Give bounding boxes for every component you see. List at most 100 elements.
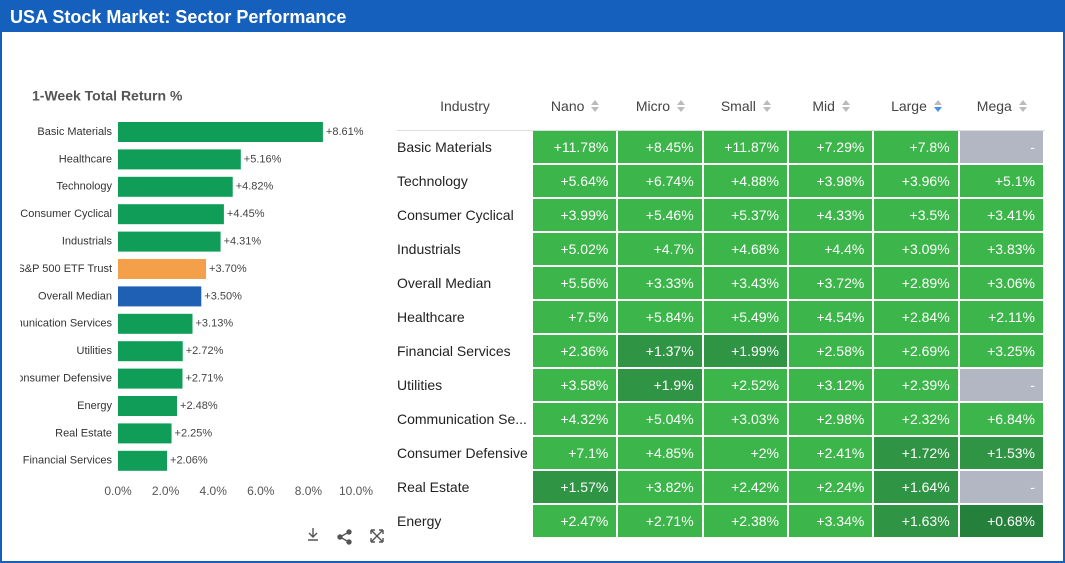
value-cell: +3.72%	[788, 267, 875, 301]
chart-title: 1-Week Total Return %	[32, 88, 183, 104]
value-cell: +5.49%	[703, 301, 789, 335]
value-cell: +11.78%	[533, 131, 619, 165]
column-header[interactable]: Mega	[960, 82, 1045, 130]
column-name: Mega	[976, 98, 1012, 114]
category-labels: Basic Materials Healthcare Technology Consu…	[9, 126, 113, 467]
y-tick-label: S&P 500 ETF Trust	[17, 263, 112, 275]
y-tick-label: Energy	[77, 400, 112, 412]
x-tick-label: 0.0%	[104, 484, 132, 498]
x-tick-label: 8.0%	[295, 484, 323, 498]
bar	[118, 259, 207, 279]
value-cell: +3.99%	[533, 199, 619, 233]
value-cell: +7.29%	[788, 131, 875, 165]
x-tick-label: 2.0%	[152, 484, 180, 498]
table-row: Real Estate +1.57% +3.82% +2.42% +2.24% +1.64…	[397, 471, 1045, 505]
industry-cell: Energy	[397, 505, 533, 539]
sort-icon[interactable]	[1018, 99, 1028, 113]
share-icon[interactable]	[337, 529, 352, 545]
x-tick-label: 4.0%	[200, 484, 228, 498]
value-cell: +5.02%	[533, 233, 619, 267]
value-label: +2.72%	[186, 345, 224, 357]
value-cell: +1.53%	[959, 437, 1045, 471]
bar	[118, 286, 202, 307]
column-name: Small	[720, 98, 756, 114]
column-header[interactable]: Mid	[789, 82, 874, 130]
y-tick-label: Consumer Defensive	[9, 373, 112, 385]
value-label: +4.45%	[227, 208, 265, 220]
value-cell: +7.5%	[533, 301, 619, 335]
value-cell: -	[959, 369, 1045, 403]
y-tick-label: Healthcare	[59, 153, 112, 165]
industry-cell: Industrials	[397, 233, 533, 267]
value-cell: +1.64%	[874, 471, 960, 505]
bar	[118, 122, 323, 142]
table-row: Healthcare +7.5% +5.84% +5.49% +4.54% +2.84% +…	[397, 301, 1045, 335]
value-cell: +3.33%	[618, 267, 704, 301]
column-header: Industry	[397, 82, 533, 130]
value-cell: +2.41%	[788, 437, 875, 471]
industry-cell: Basic Materials	[397, 131, 533, 165]
sort-icon[interactable]	[841, 99, 851, 113]
bar	[118, 313, 193, 334]
value-label: +2.71%	[185, 373, 223, 385]
y-tick-label: Utilities	[77, 345, 113, 357]
value-cell: +3.5%	[874, 199, 960, 233]
value-cell: +5.84%	[618, 301, 704, 335]
value-cell: -	[959, 131, 1045, 165]
value-cell: +7.1%	[533, 437, 619, 471]
value-label: +2.25%	[175, 427, 213, 439]
value-cell: +7.8%	[874, 131, 960, 165]
value-cell: +5.56%	[533, 267, 619, 301]
value-label: +3.70%	[209, 263, 247, 275]
value-label: +4.82%	[236, 181, 274, 193]
value-cell: -	[959, 471, 1045, 505]
value-cell: +1.99%	[703, 335, 789, 369]
value-cell: +2.11%	[959, 301, 1045, 335]
y-tick-label: Real Estate	[55, 427, 112, 439]
column-header[interactable]: Nano	[533, 82, 618, 130]
value-label: +3.13%	[195, 318, 233, 330]
bar	[118, 450, 168, 471]
x-tick-label: 6.0%	[247, 484, 275, 498]
column-name: Mid	[812, 98, 835, 114]
sort-icon[interactable]	[762, 99, 772, 113]
table-row: Consumer Cyclical +3.99% +5.46% +5.37% +4.33…	[397, 199, 1045, 233]
sort-icon[interactable]	[590, 99, 600, 113]
value-cell: +2.98%	[788, 403, 875, 437]
value-cell: +3.12%	[788, 369, 875, 403]
sort-icon[interactable]	[676, 99, 686, 113]
column-header[interactable]: Small	[704, 82, 789, 130]
value-cell: +5.46%	[618, 199, 704, 233]
value-label: +5.16%	[244, 153, 282, 165]
value-cell: +3.83%	[959, 233, 1045, 267]
column-name: Micro	[635, 98, 671, 114]
download-icon[interactable]	[308, 528, 318, 541]
industry-cell: Consumer Cyclical	[397, 199, 533, 233]
value-cell: +4.4%	[788, 233, 875, 267]
x-tick-label: 10.0%	[339, 484, 373, 498]
value-cell: +4.68%	[703, 233, 789, 267]
sort-icon[interactable]	[933, 99, 943, 113]
industry-cell: Utilities	[397, 369, 533, 403]
value-cell: +3.09%	[874, 233, 960, 267]
value-cell: +2.36%	[533, 335, 619, 369]
column-header[interactable]: Micro	[618, 82, 703, 130]
toolbar[interactable]	[308, 528, 384, 545]
value-cell: +3.82%	[618, 471, 704, 505]
value-label: +8.61%	[326, 126, 364, 138]
expand-icon[interactable]	[370, 529, 384, 543]
value-cell: +4.32%	[533, 403, 619, 437]
value-cell: +8.45%	[618, 131, 704, 165]
value-label: +4.31%	[224, 236, 262, 248]
y-tick-label: Basic Materials	[37, 126, 112, 138]
value-cell: +4.7%	[618, 233, 704, 267]
column-header[interactable]: Large	[874, 82, 959, 130]
value-cell: +3.06%	[959, 267, 1045, 301]
industry-cell: Real Estate	[397, 471, 533, 505]
column-name: Nano	[550, 98, 585, 114]
value-cell: +3.98%	[788, 165, 875, 199]
value-cell: +2.89%	[874, 267, 960, 301]
table-row: Communication Se... +4.32% +5.04% +3.03% +2.…	[397, 403, 1045, 437]
value-cell: +3.34%	[788, 505, 875, 539]
